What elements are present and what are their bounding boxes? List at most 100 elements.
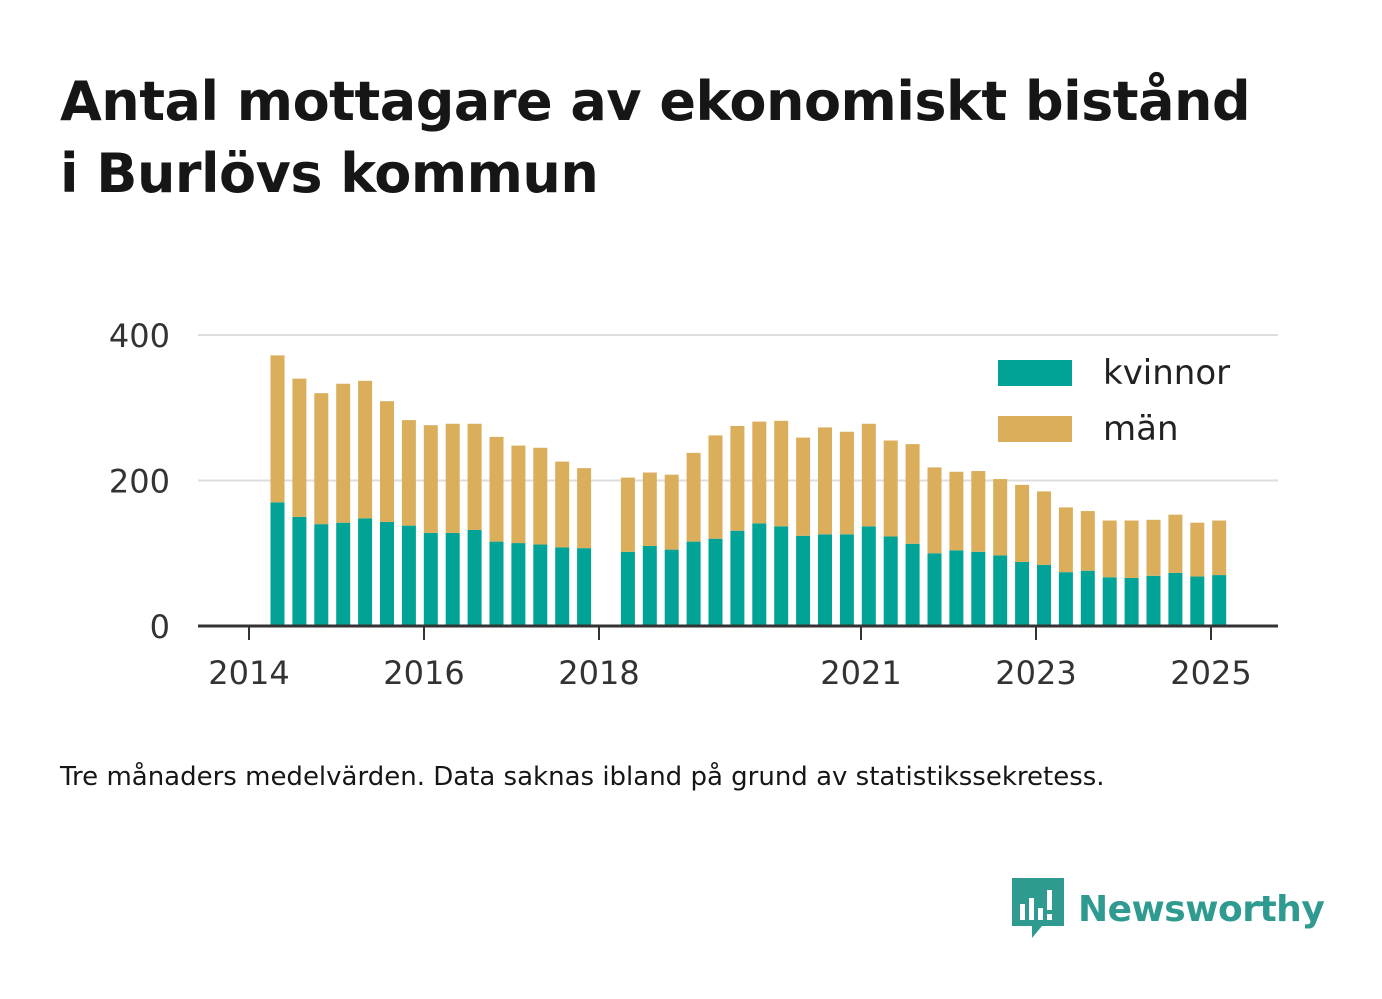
legend: kvinnor män: [998, 353, 1230, 449]
bar-kvinnor: [1212, 575, 1227, 626]
bar-man: [401, 420, 416, 526]
bar-man: [314, 393, 329, 525]
bar-man: [445, 423, 460, 533]
bar-kvinnor: [861, 526, 876, 626]
bar-man: [1058, 507, 1073, 573]
bar-man: [1015, 484, 1030, 562]
y-tick-label: 0: [150, 608, 170, 646]
newsworthy-bar-chart-logo-icon: [1012, 878, 1064, 938]
bar-kvinnor: [358, 518, 373, 626]
bar-kvinnor: [664, 549, 679, 626]
bar-kvinnor: [730, 530, 745, 626]
x-tick-label: 2025: [1170, 654, 1251, 692]
bar-kvinnor: [905, 543, 920, 626]
chart-title: Antal mottagare av ekonomiskt bistånd i …: [60, 66, 1340, 210]
bar-kvinnor: [993, 555, 1008, 626]
bar-man: [664, 474, 679, 550]
chart-title-line-2: i Burlövs kommun: [60, 142, 599, 205]
bar-kvinnor: [839, 534, 854, 626]
chart-title-line-1: Antal mottagare av ekonomiskt bistånd: [60, 70, 1251, 133]
bar-man: [686, 452, 701, 542]
bar-kvinnor: [1037, 564, 1051, 626]
bar-man: [292, 378, 307, 517]
bar-man: [993, 479, 1008, 556]
bar-kvinnor: [927, 553, 942, 626]
bar-man: [489, 436, 504, 542]
x-tick-label: 2014: [208, 654, 289, 692]
bar-kvinnor: [971, 551, 986, 626]
legend-swatch: [998, 360, 1072, 386]
x-tick-label: 2021: [820, 654, 901, 692]
bar-man: [270, 355, 285, 503]
bar-man: [839, 431, 854, 535]
x-tick-label: 2018: [558, 654, 639, 692]
bar-man: [1190, 522, 1205, 577]
bar-man: [533, 447, 548, 545]
bar-kvinnor: [796, 535, 811, 626]
bar-kvinnor: [380, 521, 394, 626]
bar-man: [1102, 520, 1117, 578]
bar-man: [752, 421, 767, 524]
bar-kvinnor: [336, 522, 351, 626]
bar-man: [577, 468, 592, 549]
bar-man: [642, 472, 657, 546]
bar-man: [1037, 491, 1051, 565]
bar-man: [730, 425, 745, 531]
bar-man: [861, 423, 876, 527]
bar-kvinnor: [686, 541, 701, 626]
bar-kvinnor: [467, 529, 482, 626]
bar-kvinnor: [818, 534, 832, 626]
bar-man: [1212, 520, 1227, 576]
legend-swatch: [998, 416, 1072, 442]
stacked-bar-chart: 0 200 400 2014 2016 2018 2021 2023 2025 kvinnor…: [109, 317, 1278, 692]
bar-kvinnor: [511, 543, 526, 626]
x-tick-label: 2016: [383, 654, 464, 692]
bar-kvinnor: [774, 526, 789, 626]
bar-man: [949, 471, 964, 551]
bar-kvinnor: [292, 516, 307, 626]
bar-kvinnor: [1190, 576, 1205, 626]
bar-man: [796, 437, 811, 536]
bar-kvinnor: [708, 538, 723, 626]
bar-man: [971, 471, 986, 552]
bar-man: [467, 423, 482, 530]
x-axis-ticks: 2014 2016 2018 2021 2023 2025: [208, 626, 1252, 692]
bars: [270, 355, 1227, 626]
x-tick-label: 2023: [995, 654, 1076, 692]
bar-kvinnor: [949, 550, 964, 626]
bar-kvinnor: [423, 532, 438, 626]
bar-kvinnor: [489, 541, 504, 626]
bar-man: [1168, 514, 1183, 573]
bar-kvinnor: [401, 525, 416, 626]
legend-label: män: [1103, 409, 1179, 449]
bar-man: [336, 383, 351, 523]
bar-man: [883, 440, 898, 537]
bar-kvinnor: [270, 502, 285, 626]
bar-man: [555, 461, 570, 548]
bar-kvinnor: [883, 536, 898, 626]
bar-man: [423, 425, 438, 533]
bar-kvinnor: [1015, 561, 1030, 626]
bar-kvinnor: [752, 523, 767, 626]
bar-kvinnor: [1102, 577, 1117, 626]
bar-man: [1124, 520, 1139, 578]
newsworthy-brand[interactable]: Newsworthy: [1012, 878, 1325, 940]
bar-kvinnor: [445, 532, 460, 626]
bar-kvinnor: [555, 547, 570, 626]
bar-man: [511, 445, 526, 544]
bar-kvinnor: [1080, 570, 1095, 626]
y-axis-labels: 0 200 400: [109, 317, 170, 646]
bar-kvinnor: [533, 544, 548, 626]
bar-kvinnor: [577, 548, 592, 626]
brand-name: Newsworthy: [1078, 888, 1325, 930]
bar-kvinnor: [1124, 577, 1139, 626]
bar-man: [1080, 511, 1095, 571]
bar-kvinnor: [1058, 572, 1073, 626]
legend-label: kvinnor: [1103, 353, 1230, 393]
bar-man: [380, 401, 394, 522]
bar-kvinnor: [1168, 572, 1183, 626]
bar-man: [1146, 519, 1161, 576]
bar-man: [620, 477, 635, 552]
bar-kvinnor: [620, 551, 635, 626]
footnote: Tre månaders medelvärden. Data saknas ib…: [60, 762, 1105, 792]
